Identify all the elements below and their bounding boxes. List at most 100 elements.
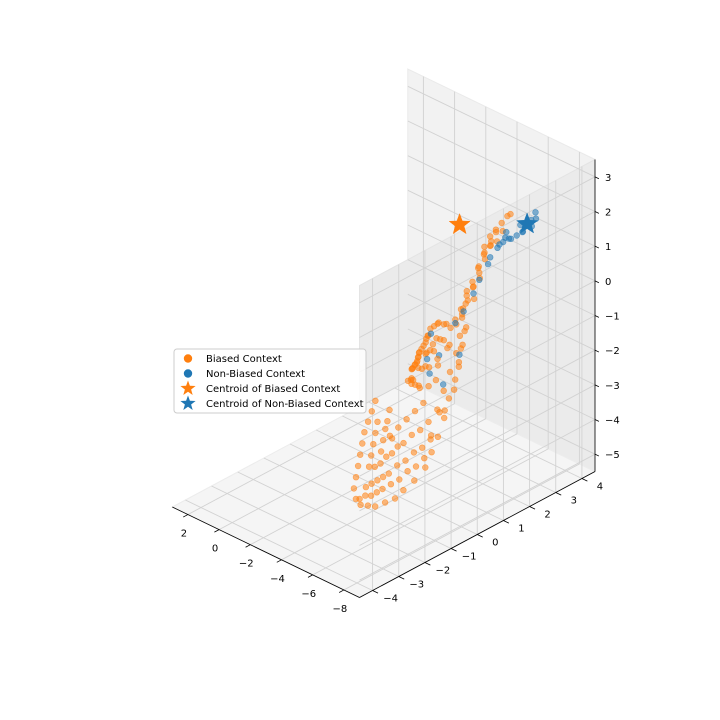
grid-line xyxy=(407,120,596,212)
biased-point xyxy=(394,462,401,469)
biased-point xyxy=(387,481,395,488)
biased-point xyxy=(352,474,360,481)
x-tick-label: −2 xyxy=(239,559,254,570)
biased-point xyxy=(384,418,391,425)
legend: Biased Context Non-Biased Context Centroid… xyxy=(173,348,367,414)
x-tick-label: 0 xyxy=(212,544,218,555)
non-biased-point xyxy=(423,355,431,363)
grid-line xyxy=(237,471,426,563)
biased-point xyxy=(456,332,464,339)
biased-point xyxy=(430,348,438,355)
non-biased-point xyxy=(426,370,433,377)
biased-point xyxy=(445,395,453,402)
biased-point xyxy=(364,418,372,425)
x-tick-mark xyxy=(307,574,313,578)
grid-line xyxy=(407,293,596,386)
biased-point xyxy=(408,431,415,439)
grid-line xyxy=(359,245,596,373)
x-tick-mark xyxy=(183,514,189,518)
z-tick-mark xyxy=(594,419,600,422)
biased-point xyxy=(362,483,370,491)
y-tick-label: −3 xyxy=(409,580,424,591)
biased-point xyxy=(370,441,377,448)
biased-point xyxy=(379,473,387,481)
axes-panes xyxy=(171,68,597,599)
y-tick-mark xyxy=(372,590,379,594)
biased-point xyxy=(419,444,426,451)
biased-point xyxy=(402,457,409,464)
z-tick-label: −1 xyxy=(605,312,620,323)
biased-point xyxy=(371,463,378,470)
centroid-markers xyxy=(448,212,539,235)
z-tick-label: −5 xyxy=(605,450,620,461)
biased-point xyxy=(383,453,390,460)
biased-point xyxy=(411,477,418,484)
biased-point xyxy=(412,463,420,470)
x-axis-ticks: −8 −6 −4 −2 0 2 xyxy=(181,514,347,615)
non-biased-point xyxy=(476,276,483,283)
biased-point xyxy=(434,362,442,369)
x-tick-mark xyxy=(214,529,220,533)
non-biased-point xyxy=(513,232,520,239)
biased-point xyxy=(455,363,462,370)
biased-point xyxy=(372,503,379,510)
biased-point xyxy=(446,341,453,348)
biased-point xyxy=(354,462,362,470)
z-tick-mark xyxy=(594,245,600,249)
grid-line xyxy=(407,224,596,316)
y-tick-mark xyxy=(581,478,588,482)
non-biased-point xyxy=(456,351,463,358)
y-tick-label: 3 xyxy=(571,496,577,507)
z-axis-ticks: −5 −4 −3 −2 −1 0 1 2 3 xyxy=(594,173,620,461)
non-biased-point xyxy=(470,290,477,297)
non-biased-point xyxy=(440,381,447,388)
z-tick-mark xyxy=(594,453,600,457)
y-tick-mark xyxy=(424,562,431,566)
grid-line xyxy=(368,401,556,493)
legend-frame xyxy=(173,348,367,414)
biased-point xyxy=(422,464,429,471)
y-tick-mark xyxy=(555,492,562,496)
grid-line xyxy=(407,259,596,351)
biased-point xyxy=(452,376,459,383)
axes-grid xyxy=(185,76,596,591)
grid-line xyxy=(316,429,504,521)
biased-point xyxy=(422,339,429,346)
biased-point xyxy=(417,426,424,434)
y-tick-label: 0 xyxy=(492,538,498,549)
biased-point xyxy=(367,492,375,499)
y-tick-mark xyxy=(477,534,483,538)
grid-line xyxy=(359,315,596,442)
biased-point xyxy=(364,502,372,509)
biased-point xyxy=(403,416,410,423)
grid-line xyxy=(359,453,596,581)
biased-point xyxy=(410,449,418,456)
y-tick-mark xyxy=(529,506,536,510)
z-tick-label: −4 xyxy=(605,416,620,427)
grid-line xyxy=(407,363,596,455)
biased-point xyxy=(350,485,358,492)
scatter-points xyxy=(350,209,540,510)
y-tick-label: 1 xyxy=(518,524,524,535)
grid-line xyxy=(407,189,596,282)
biased-point xyxy=(365,463,373,470)
biased-point xyxy=(425,383,432,390)
z-tick-mark xyxy=(594,280,600,284)
biased-point xyxy=(377,448,385,455)
biased-point xyxy=(416,384,423,392)
non-biased-point xyxy=(487,254,494,261)
x-tick-mark xyxy=(339,589,345,593)
grid-line xyxy=(407,155,596,247)
x-tick-label: −6 xyxy=(301,589,316,600)
biased-point xyxy=(395,424,402,431)
non-biased-point xyxy=(503,228,510,236)
biased-point xyxy=(432,376,440,384)
biased-point xyxy=(480,251,488,258)
x-tick-label: −4 xyxy=(270,574,285,585)
x-tick-mark xyxy=(245,544,251,548)
biased-point xyxy=(368,480,375,487)
biased-point xyxy=(492,226,500,233)
biased-point xyxy=(425,364,433,371)
biased-point xyxy=(396,476,403,483)
biased-point xyxy=(372,397,379,404)
